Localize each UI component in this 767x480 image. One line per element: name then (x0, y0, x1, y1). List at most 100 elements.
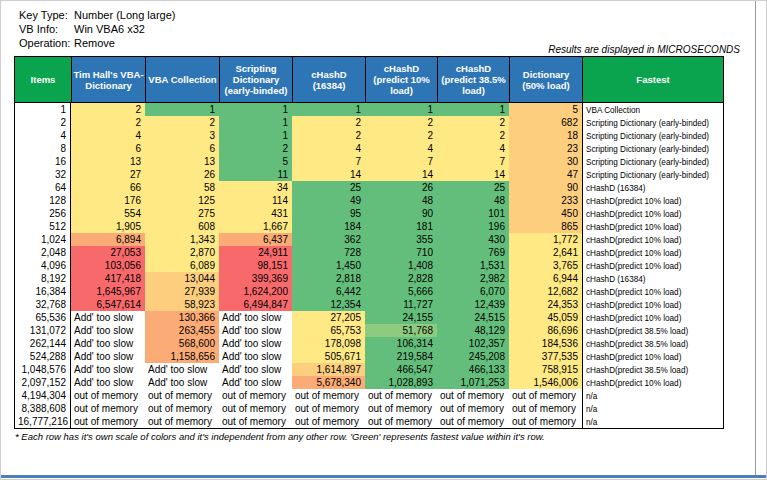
value-cell[interactable]: 6,070 (437, 285, 509, 298)
items-cell[interactable]: 4,096 (15, 259, 71, 272)
fastest-cell[interactable]: cHashD(predict 10% load) (582, 298, 723, 311)
value-cell[interactable]: 90 (509, 181, 582, 194)
value-cell[interactable]: 431 (219, 207, 292, 220)
value-cell[interactable]: out of memory (292, 402, 365, 415)
value-cell[interactable]: 769 (437, 246, 509, 259)
value-cell[interactable]: 1,408 (365, 259, 437, 272)
value-cell[interactable]: 90 (365, 207, 437, 220)
items-cell[interactable]: 64 (15, 181, 71, 194)
value-cell[interactable]: 275 (145, 207, 219, 220)
items-cell[interactable]: 1 (15, 103, 71, 116)
value-cell[interactable]: 95 (292, 207, 365, 220)
value-cell[interactable]: 2 (437, 116, 509, 129)
fastest-cell[interactable]: n/a (582, 389, 723, 402)
value-cell[interactable]: 710 (365, 246, 437, 259)
value-cell[interactable]: 98,151 (219, 259, 292, 272)
value-cell[interactable]: 196 (437, 220, 509, 233)
items-cell[interactable]: 262,144 (15, 337, 71, 350)
value-cell[interactable]: 362 (292, 233, 365, 246)
value-cell[interactable]: 102,357 (437, 337, 509, 350)
value-cell[interactable]: 450 (509, 207, 582, 220)
value-cell[interactable]: out of memory (365, 389, 437, 402)
value-cell[interactable]: 1,343 (145, 233, 219, 246)
value-cell[interactable]: 1,158,656 (145, 350, 219, 363)
items-cell[interactable]: 4,194,304 (15, 389, 71, 402)
value-cell[interactable]: 3,765 (509, 259, 582, 272)
value-cell[interactable]: out of memory (145, 402, 219, 415)
value-cell[interactable]: 6,442 (292, 285, 365, 298)
value-cell[interactable]: 24,911 (219, 246, 292, 259)
value-cell[interactable]: 23 (509, 142, 582, 155)
fastest-cell[interactable]: Scripting Dictionary (early-binded) (582, 168, 723, 181)
items-cell[interactable]: 1,024 (15, 233, 71, 246)
value-cell[interactable]: 466,547 (365, 363, 437, 376)
value-cell[interactable]: 27,053 (71, 246, 145, 259)
value-cell[interactable]: 12,354 (292, 298, 365, 311)
value-cell[interactable]: out of memory (509, 415, 582, 428)
value-cell[interactable]: 2 (292, 116, 365, 129)
value-cell[interactable]: 4 (292, 142, 365, 155)
fastest-cell[interactable]: n/a (582, 402, 723, 415)
column-header-items[interactable]: Items (15, 57, 71, 102)
value-cell[interactable]: 1,905 (71, 220, 145, 233)
value-cell[interactable]: Add' too slow (219, 324, 292, 337)
value-cell[interactable]: out of memory (71, 389, 145, 402)
value-cell[interactable]: 399,369 (219, 272, 292, 285)
value-cell[interactable]: out of memory (71, 402, 145, 415)
value-cell[interactable]: 106,314 (365, 337, 437, 350)
value-cell[interactable]: 1 (365, 103, 437, 116)
value-cell[interactable]: 554 (71, 207, 145, 220)
value-cell[interactable]: 2,641 (509, 246, 582, 259)
value-cell[interactable]: 101 (437, 207, 509, 220)
value-cell[interactable]: 6,494,847 (219, 298, 292, 311)
value-cell[interactable]: 26 (365, 181, 437, 194)
value-cell[interactable]: 5 (219, 155, 292, 168)
value-cell[interactable]: 18 (509, 129, 582, 142)
value-cell[interactable]: 49 (292, 194, 365, 207)
value-cell[interactable]: out of memory (219, 415, 292, 428)
value-cell[interactable]: 12,439 (437, 298, 509, 311)
value-cell[interactable]: Add' too slow (71, 350, 145, 363)
value-cell[interactable]: 51,768 (365, 324, 437, 337)
items-cell[interactable]: 32 (15, 168, 71, 181)
items-cell[interactable]: 524,288 (15, 350, 71, 363)
value-cell[interactable]: Add' too slow (219, 350, 292, 363)
value-cell[interactable]: 34 (219, 181, 292, 194)
value-cell[interactable]: 1 (219, 116, 292, 129)
items-cell[interactable]: 512 (15, 220, 71, 233)
value-cell[interactable]: 13 (145, 155, 219, 168)
column-header-chashd-predict-10-load[interactable]: cHashD (predict 10% load) (365, 57, 437, 102)
value-cell[interactable]: 2 (365, 116, 437, 129)
value-cell[interactable]: 4 (437, 142, 509, 155)
value-cell[interactable]: 1,772 (509, 233, 582, 246)
column-header-vba-collection[interactable]: VBA Collection (145, 57, 219, 102)
value-cell[interactable]: 48 (365, 194, 437, 207)
items-cell[interactable]: 2,048 (15, 246, 71, 259)
items-cell[interactable]: 8,388,608 (15, 402, 71, 415)
fastest-cell[interactable]: cHashD(predict 38.5% load) (582, 337, 723, 350)
value-cell[interactable]: 417,418 (71, 272, 145, 285)
column-header-fastest[interactable]: Fastest (582, 57, 723, 102)
value-cell[interactable]: Add' too slow (71, 311, 145, 324)
value-cell[interactable]: 24,515 (437, 311, 509, 324)
fastest-cell[interactable]: cHashD(predict 10% load) (582, 220, 723, 233)
value-cell[interactable]: 1,071,253 (437, 376, 509, 389)
value-cell[interactable]: 2,982 (437, 272, 509, 285)
value-cell[interactable]: out of memory (145, 389, 219, 402)
fastest-cell[interactable]: cHashD(predict 38.5% load) (582, 363, 723, 376)
column-header-tim-hall-s-vba-dictionary[interactable]: Tim Hall's VBA-Dictionary (71, 57, 145, 102)
value-cell[interactable]: 1 (292, 103, 365, 116)
value-cell[interactable]: 58,923 (145, 298, 219, 311)
value-cell[interactable]: 25 (437, 181, 509, 194)
value-cell[interactable]: 7 (292, 155, 365, 168)
value-cell[interactable]: out of memory (219, 402, 292, 415)
value-cell[interactable]: 58 (145, 181, 219, 194)
value-cell[interactable]: 27,939 (145, 285, 219, 298)
value-cell[interactable]: 608 (145, 220, 219, 233)
value-cell[interactable]: 47 (509, 168, 582, 181)
fastest-cell[interactable]: cHashD(predict 10% load) (582, 246, 723, 259)
value-cell[interactable]: Add' too slow (219, 337, 292, 350)
value-cell[interactable]: 27 (71, 168, 145, 181)
value-cell[interactable]: 66 (71, 181, 145, 194)
value-cell[interactable]: 1 (437, 103, 509, 116)
